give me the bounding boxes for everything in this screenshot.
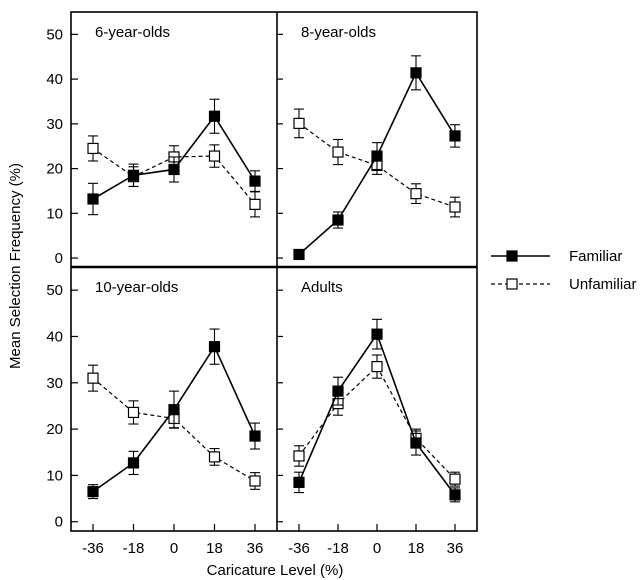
- y-tick-label: 20: [46, 421, 63, 438]
- legend-label: Unfamiliar: [569, 276, 637, 293]
- data-point: [332, 385, 344, 397]
- panel-title: 10-year-olds: [95, 279, 178, 296]
- x-tick-label: -18: [123, 540, 145, 557]
- data-point: [208, 341, 221, 353]
- panels: 6-year-olds 8-year-olds 10-year-olds Adults: [87, 24, 461, 503]
- y-tick-label: 50: [46, 26, 63, 43]
- x-axis-title: Caricature Level (%): [207, 562, 344, 579]
- data-point: [293, 476, 305, 488]
- series-familiar: [87, 328, 261, 500]
- y-tick-label: 50: [46, 282, 63, 299]
- x-tick-label: 18: [206, 540, 223, 557]
- data-point: [168, 163, 180, 176]
- x-tick-label: 0: [170, 540, 178, 557]
- plot-frame: [70, 11, 478, 532]
- y-tick-label: 30: [46, 375, 63, 392]
- data-point: [208, 150, 221, 162]
- y-tick-label: 10: [46, 205, 63, 222]
- y-tick-label: 10: [46, 467, 63, 484]
- legend-label: Familiar: [569, 248, 622, 265]
- panel-title: 8-year-olds: [301, 24, 376, 41]
- y-axis-title: Mean Selection Frequency (%): [7, 163, 24, 369]
- panel-4: Adults: [293, 279, 461, 503]
- x-tick-label: -36: [288, 540, 310, 557]
- data-point: [127, 406, 140, 419]
- x-tick-label: 36: [247, 540, 264, 557]
- panel-frames: [70, 11, 478, 532]
- x-tick-label: 36: [447, 540, 464, 557]
- data-point: [87, 486, 99, 498]
- y-tick-label: 30: [46, 116, 63, 133]
- x-tick-label: -18: [327, 540, 349, 557]
- series-line: [298, 365, 456, 480]
- data-point: [249, 430, 261, 442]
- data-point: [87, 193, 99, 205]
- x-tick-label: 0: [373, 540, 381, 557]
- data-point: [293, 450, 305, 462]
- panel-1: 6-year-olds: [87, 24, 261, 218]
- y-tick-label: 40: [46, 328, 63, 345]
- data-point: [127, 169, 140, 181]
- data-point: [168, 404, 180, 416]
- data-point: [410, 437, 422, 449]
- data-point: [371, 328, 383, 340]
- series-familiar: [87, 98, 261, 216]
- series-unfamiliar: [293, 354, 461, 487]
- x-tick-label: -36: [82, 540, 104, 557]
- data-point: [332, 146, 344, 158]
- data-point: [87, 142, 99, 155]
- data-point: [332, 214, 344, 226]
- data-point: [449, 489, 461, 501]
- panel-title: 6-year-olds: [95, 24, 170, 41]
- data-point: [410, 67, 422, 79]
- data-point: [371, 360, 383, 373]
- data-point: [87, 372, 99, 384]
- y-tick-label: 0: [55, 250, 63, 267]
- data-point: [208, 110, 221, 122]
- data-point: [449, 201, 461, 213]
- legend-entry: Familiar: [491, 248, 622, 265]
- series-familiar: [293, 55, 461, 261]
- y-tick-label: 0: [55, 514, 63, 531]
- legend: Familiar Unfamiliar: [491, 248, 637, 293]
- x-tick-label: 18: [408, 540, 425, 557]
- data-point: [249, 175, 261, 187]
- data-point: [249, 475, 261, 487]
- panel-title: Adults: [301, 279, 343, 296]
- data-point: [249, 198, 261, 210]
- data-point: [293, 117, 305, 129]
- data-point: [410, 188, 422, 200]
- y-tick-label: 40: [46, 71, 63, 88]
- panel-2: 8-year-olds: [293, 24, 461, 261]
- legend-entry: Unfamiliar: [491, 276, 637, 293]
- legend-marker: [506, 250, 518, 262]
- data-point: [208, 451, 221, 463]
- data-point: [371, 150, 383, 162]
- data-point: [293, 248, 305, 261]
- legend-marker: [506, 278, 518, 290]
- data-point: [127, 457, 140, 469]
- axes: 0 10 20 30 40 50 0 10 20 30 40 50 -36 -18 0 18 36 -36 -18 0…: [46, 26, 463, 557]
- series-familiar: [293, 318, 461, 503]
- panel-3: 10-year-olds: [87, 279, 261, 500]
- data-point: [449, 473, 461, 485]
- y-tick-label: 20: [46, 161, 63, 178]
- data-point: [449, 130, 461, 142]
